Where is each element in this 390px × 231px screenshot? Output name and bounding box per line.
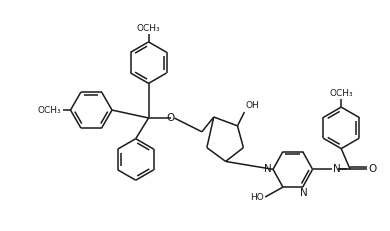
Text: HO: HO (250, 194, 264, 203)
Text: O: O (368, 164, 376, 174)
Text: OCH₃: OCH₃ (137, 24, 160, 33)
Text: OCH₃: OCH₃ (330, 89, 353, 98)
Text: N: N (264, 164, 272, 174)
Text: OCH₃: OCH₃ (38, 106, 62, 115)
Text: N: N (333, 164, 341, 174)
Text: OH: OH (245, 101, 259, 110)
Text: N: N (300, 188, 308, 198)
Text: O: O (166, 113, 174, 123)
